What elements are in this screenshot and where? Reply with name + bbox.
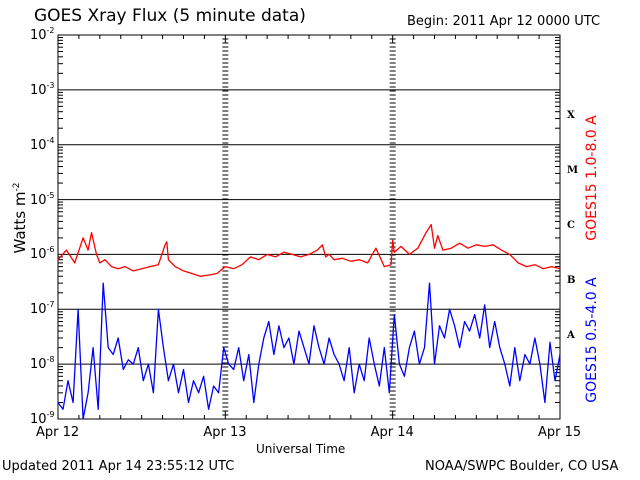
flare-class-x: X <box>567 110 575 122</box>
series-short-line <box>57 282 561 420</box>
legend-short-label: GOES15 0.5-4.0 A <box>584 277 600 403</box>
y-tick-label: 10-3 <box>30 80 55 98</box>
updated-time: Updated 2011 Apr 14 23:55:12 UTC <box>2 459 235 474</box>
flare-class-m: M <box>567 165 579 177</box>
y-tick-label: 10-4 <box>30 135 55 153</box>
legend-long-label: GOES15 1.0-8.0 A <box>584 115 600 241</box>
flare-class-b: B <box>567 274 576 286</box>
y-tick-label: 10-5 <box>30 190 55 208</box>
y-tick-label: 10-9 <box>30 410 55 427</box>
chart-title: GOES Xray Flux (5 minute data) <box>34 6 306 26</box>
x-tick-label: Apr 14 <box>370 425 414 440</box>
y-axis-label: Watts m-2 <box>11 182 29 254</box>
x-tick-label: Apr 12 <box>36 425 80 440</box>
y-tick-label: 10-2 <box>30 26 55 43</box>
y-tick-label: 10-8 <box>30 355 55 373</box>
flare-class-a: A <box>567 329 575 341</box>
x-tick-label: Apr 15 <box>538 425 582 440</box>
flare-class-c: C <box>567 220 575 231</box>
series-long-line <box>57 223 561 277</box>
begin-time: Begin: 2011 Apr 12 0000 UTC <box>407 14 601 29</box>
x-axis-label: Universal Time <box>256 442 346 456</box>
credit-text: NOAA/SWPC Boulder, CO USA <box>425 459 619 474</box>
y-tick-label: 10-6 <box>30 245 55 263</box>
x-tick-label: Apr 13 <box>203 425 247 440</box>
y-tick-label: 10-7 <box>30 300 55 318</box>
